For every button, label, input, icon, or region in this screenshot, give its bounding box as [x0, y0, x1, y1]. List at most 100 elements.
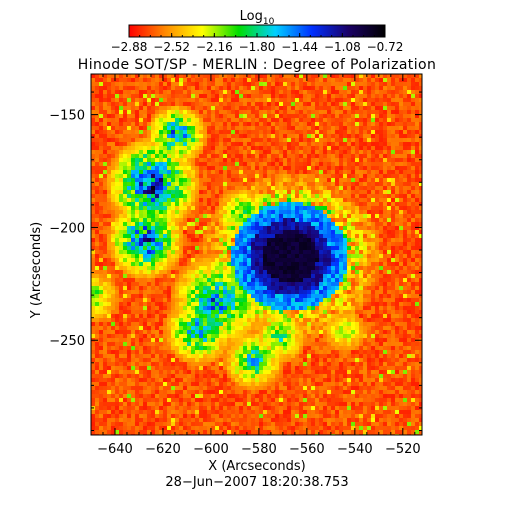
- heatmap-cell: [191, 278, 196, 283]
- heatmap-cell: [383, 138, 388, 143]
- heatmap-cell: [275, 186, 280, 191]
- heatmap-cell: [371, 258, 376, 263]
- heatmap-cell: [91, 258, 96, 263]
- heatmap-cell: [231, 182, 236, 187]
- heatmap-cell: [299, 282, 304, 287]
- heatmap-cell: [387, 142, 392, 147]
- heatmap-cell: [167, 290, 172, 295]
- heatmap-cell: [167, 174, 172, 179]
- heatmap-cell: [407, 206, 412, 211]
- heatmap-cell: [331, 102, 336, 107]
- heatmap-cell: [191, 154, 196, 159]
- heatmap-cell: [415, 262, 420, 267]
- heatmap-cell: [175, 246, 180, 251]
- heatmap-cell: [379, 218, 384, 223]
- heatmap-cell: [147, 294, 152, 299]
- heatmap-cell: [291, 154, 296, 159]
- heatmap-cell: [335, 242, 340, 247]
- heatmap-cell: [143, 170, 148, 175]
- heatmap-cell: [211, 98, 216, 103]
- heatmap-cell: [139, 286, 144, 291]
- heatmap-cell: [347, 158, 352, 163]
- heatmap-cell: [219, 310, 224, 315]
- heatmap-cell: [275, 154, 280, 159]
- heatmap-cell: [243, 250, 248, 255]
- heatmap-cell: [379, 94, 384, 99]
- heatmap-cell: [151, 134, 156, 139]
- heatmap-cell: [299, 294, 304, 299]
- heatmap-cell: [199, 250, 204, 255]
- heatmap-cell: [299, 154, 304, 159]
- heatmap-cell: [95, 278, 100, 283]
- heatmap-cell: [375, 90, 380, 95]
- heatmap-cell: [231, 266, 236, 271]
- heatmap-cell: [239, 130, 244, 135]
- heatmap-cell: [295, 182, 300, 187]
- heatmap-cell: [287, 282, 292, 287]
- heatmap-cell: [331, 166, 336, 171]
- heatmap-cell: [299, 146, 304, 151]
- heatmap-cell: [331, 90, 336, 95]
- heatmap-cell: [159, 102, 164, 107]
- heatmap-cell: [303, 94, 308, 99]
- heatmap-cell: [327, 206, 332, 211]
- heatmap-cell: [395, 290, 400, 295]
- heatmap-cell: [179, 234, 184, 239]
- heatmap-cell: [123, 262, 128, 267]
- heatmap-cell: [275, 110, 280, 115]
- heatmap-cell: [351, 242, 356, 247]
- heatmap-cell: [131, 198, 136, 203]
- heatmap-cell: [419, 278, 422, 283]
- heatmap-cell: [263, 218, 268, 223]
- heatmap-cell: [171, 154, 176, 159]
- heatmap-cell: [255, 130, 260, 135]
- heatmap-cell: [387, 278, 392, 283]
- heatmap-cell: [291, 178, 296, 183]
- heatmap-cell: [415, 186, 420, 191]
- heatmap-cell: [323, 286, 328, 291]
- heatmap-cell: [123, 130, 128, 135]
- heatmap-cell: [307, 174, 312, 179]
- heatmap-cell: [191, 198, 196, 203]
- heatmap-cell: [139, 74, 144, 79]
- heatmap-cell: [247, 86, 252, 91]
- heatmap-cell: [291, 170, 296, 175]
- heatmap-cell: [115, 138, 120, 143]
- heatmap-cell: [231, 258, 236, 263]
- heatmap-cell: [199, 186, 204, 191]
- heatmap-cell: [283, 270, 288, 275]
- heatmap-cell: [327, 74, 332, 79]
- heatmap-cell: [259, 82, 264, 87]
- heatmap-cell: [335, 74, 340, 79]
- heatmap-cell: [267, 198, 272, 203]
- heatmap-cell: [199, 102, 204, 107]
- heatmap-cell: [403, 214, 408, 219]
- heatmap-cell: [291, 306, 296, 311]
- heatmap-cell: [259, 262, 264, 267]
- heatmap-cell: [167, 126, 172, 131]
- heatmap-cell: [363, 222, 368, 227]
- heatmap-cell: [171, 306, 176, 311]
- heatmap-cell: [363, 162, 368, 167]
- heatmap-cell: [415, 290, 420, 295]
- heatmap-cell: [367, 90, 372, 95]
- heatmap-cell: [355, 214, 360, 219]
- heatmap-cell: [347, 194, 352, 199]
- heatmap-cell: [131, 242, 136, 247]
- heatmap-cell: [291, 246, 296, 251]
- heatmap-cell: [251, 202, 256, 207]
- heatmap-cell: [243, 286, 248, 291]
- heatmap-cell: [263, 274, 268, 279]
- heatmap-cell: [331, 146, 336, 151]
- heatmap-cell: [187, 166, 192, 171]
- heatmap-cell: [155, 226, 160, 231]
- heatmap-cell: [167, 86, 172, 91]
- heatmap-cell: [211, 294, 216, 299]
- heatmap-cell: [119, 146, 124, 151]
- heatmap-cell: [255, 230, 260, 235]
- heatmap-cell: [235, 114, 240, 119]
- heatmap-cell: [211, 302, 216, 307]
- heatmap-cell: [139, 166, 144, 171]
- heatmap-cell: [195, 106, 200, 111]
- heatmap-cell: [315, 74, 320, 79]
